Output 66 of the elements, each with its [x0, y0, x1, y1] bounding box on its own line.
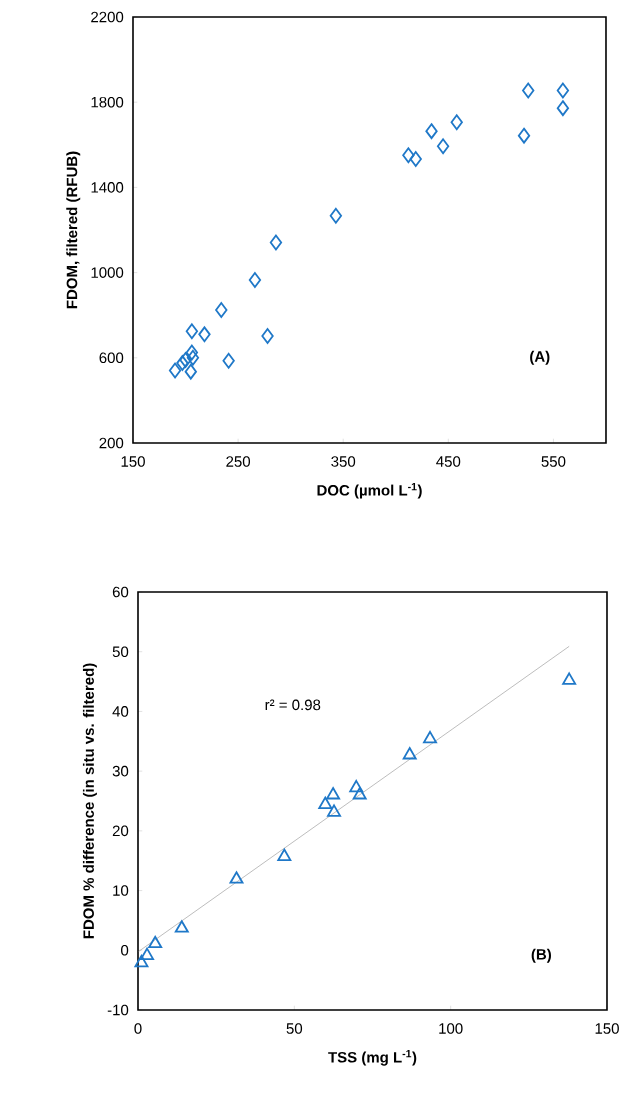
y-tick-label: -10 [107, 1004, 129, 1016]
point [179, 352, 192, 368]
point [556, 82, 570, 99]
x-tick-label: 150 [595, 1023, 619, 1034]
point [269, 234, 283, 251]
y-tick-label: 50 [112, 646, 129, 658]
point [327, 804, 341, 817]
point [215, 302, 228, 318]
point [318, 796, 333, 809]
point [198, 326, 211, 343]
point [409, 151, 422, 167]
point [174, 920, 189, 933]
point [134, 954, 149, 968]
point [222, 352, 235, 369]
x-tick-label: 550 [541, 456, 566, 467]
annotation: r² = 0.98 [265, 699, 321, 711]
y-tick-label: 40 [112, 706, 129, 717]
y-tick-label: 20 [112, 825, 129, 837]
x-tick-label: 450 [436, 456, 461, 467]
point [277, 848, 292, 861]
x-tick-label: 250 [226, 456, 251, 467]
y-tick-label: 0 [121, 944, 129, 956]
point [517, 127, 531, 144]
point [450, 114, 463, 131]
y-tick-label: 1800 [91, 96, 124, 108]
point [186, 349, 200, 366]
point [556, 100, 570, 117]
x-tick-label: 350 [331, 456, 356, 467]
point [425, 123, 438, 140]
point [436, 138, 450, 155]
y-tick-label: 1400 [91, 182, 124, 193]
y-tick-label: 30 [112, 765, 129, 777]
point [184, 363, 197, 380]
point [140, 947, 155, 961]
annotation: (A) [530, 350, 550, 365]
y-tick-label: 10 [113, 885, 129, 896]
y-tick-label: 200 [99, 437, 124, 449]
point [229, 871, 244, 884]
x-tick-label: 0 [134, 1023, 142, 1034]
point [248, 272, 262, 288]
point [185, 323, 199, 340]
text: TSS (mg L$^{-1}$) [328, 1050, 417, 1066]
x-tick-label: 100 [439, 1023, 463, 1034]
point [352, 787, 367, 800]
point [402, 147, 415, 164]
point [402, 747, 417, 760]
point [168, 362, 182, 379]
y-tick-label: 1000 [91, 267, 124, 278]
y-tick-label: 2200 [91, 11, 124, 23]
point [423, 730, 437, 744]
annotation: (B) [531, 948, 551, 963]
text: DOC (µmol L$^{-1}$) [317, 483, 422, 499]
point [562, 672, 577, 685]
point [349, 779, 364, 793]
y-axis-title: FDOM, filtered (RFUB) [66, 151, 81, 309]
point [261, 328, 274, 344]
point [522, 82, 535, 99]
y-tick-label: 600 [99, 352, 124, 364]
x-tick-label: 50 [286, 1023, 303, 1034]
y-tick-label: 60 [112, 586, 129, 598]
point [326, 787, 341, 800]
point [148, 935, 163, 949]
point [185, 344, 199, 361]
point [329, 207, 343, 224]
y-axis-title: FDOM % difference (in situ vs. filtered) [82, 663, 97, 939]
x-tick-label: 150 [121, 456, 145, 467]
